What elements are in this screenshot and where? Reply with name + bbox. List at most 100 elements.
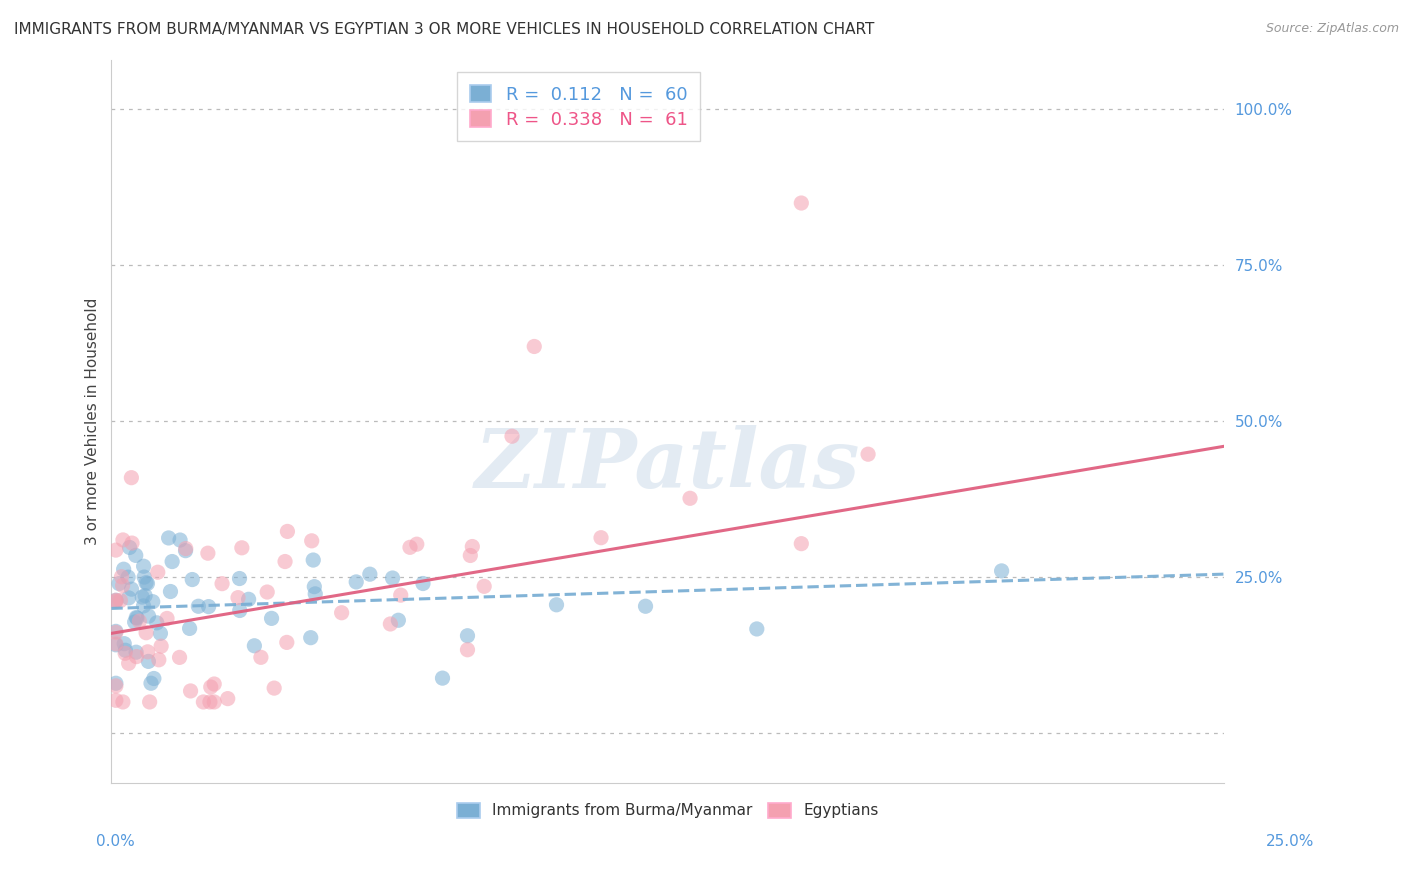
- Point: [118, 541, 141, 555]
- Point: [114, 643, 136, 657]
- Point: [301, 533, 323, 548]
- Point: [138, 695, 160, 709]
- Point: [180, 684, 202, 698]
- Text: IMMIGRANTS FROM BURMA/MYANMAR VS EGYPTIAN 3 OR MORE VEHICLES IN HOUSEHOLD CORREL: IMMIGRANTS FROM BURMA/MYANMAR VS EGYPTIA…: [14, 22, 875, 37]
- Point: [276, 635, 298, 649]
- Point: [174, 543, 197, 558]
- Point: [243, 639, 266, 653]
- Point: [226, 591, 249, 605]
- Point: [197, 546, 219, 560]
- Point: [217, 691, 239, 706]
- Point: [250, 650, 273, 665]
- Point: [134, 570, 156, 584]
- Point: [523, 339, 546, 353]
- Point: [745, 622, 768, 636]
- Point: [131, 590, 153, 604]
- Point: [456, 629, 478, 643]
- Point: [344, 574, 367, 589]
- Text: 25.0%: 25.0%: [1267, 834, 1315, 849]
- Point: [146, 566, 169, 580]
- Point: [304, 587, 326, 601]
- Point: [132, 559, 155, 574]
- Point: [150, 639, 173, 653]
- Point: [142, 595, 165, 609]
- Point: [193, 695, 215, 709]
- Point: [117, 570, 139, 584]
- Point: [104, 679, 127, 693]
- Point: [187, 599, 209, 614]
- Point: [111, 695, 134, 709]
- Point: [125, 549, 148, 563]
- Point: [120, 471, 142, 485]
- Point: [790, 196, 813, 211]
- Point: [128, 614, 150, 628]
- Point: [104, 624, 127, 639]
- Point: [304, 580, 326, 594]
- Point: [405, 537, 427, 551]
- Point: [156, 611, 179, 625]
- Point: [299, 631, 322, 645]
- Text: ZIPatlas: ZIPatlas: [475, 425, 860, 505]
- Point: [111, 578, 134, 592]
- Point: [124, 615, 146, 629]
- Point: [142, 672, 165, 686]
- Point: [181, 573, 204, 587]
- Point: [160, 555, 183, 569]
- Point: [136, 576, 159, 591]
- Point: [381, 571, 404, 585]
- Point: [359, 567, 381, 582]
- Point: [231, 541, 253, 555]
- Point: [132, 599, 155, 613]
- Point: [202, 677, 225, 691]
- Point: [330, 606, 353, 620]
- Point: [136, 645, 159, 659]
- Point: [104, 625, 127, 640]
- Point: [114, 646, 136, 660]
- Point: [179, 622, 201, 636]
- Point: [990, 564, 1012, 578]
- Point: [461, 540, 484, 554]
- Point: [228, 572, 250, 586]
- Point: [238, 592, 260, 607]
- Point: [104, 593, 127, 607]
- Point: [389, 588, 412, 602]
- Point: [121, 582, 143, 596]
- Point: [302, 553, 325, 567]
- Point: [118, 591, 141, 605]
- Point: [110, 593, 132, 607]
- Point: [125, 645, 148, 659]
- Point: [104, 593, 127, 607]
- Point: [121, 536, 143, 550]
- Point: [117, 657, 139, 671]
- Point: [169, 533, 191, 547]
- Point: [146, 615, 169, 630]
- Point: [125, 649, 148, 664]
- Point: [200, 680, 222, 694]
- Point: [108, 576, 131, 591]
- Point: [104, 676, 127, 690]
- Point: [211, 576, 233, 591]
- Point: [139, 676, 162, 690]
- Point: [159, 584, 181, 599]
- Point: [149, 626, 172, 640]
- Point: [202, 695, 225, 709]
- Point: [263, 681, 285, 695]
- Point: [456, 642, 478, 657]
- Point: [399, 541, 422, 555]
- Point: [111, 533, 134, 547]
- Point: [256, 585, 278, 599]
- Point: [501, 429, 523, 443]
- Point: [125, 611, 148, 625]
- Point: [634, 599, 657, 614]
- Point: [135, 575, 157, 590]
- Point: [104, 693, 127, 707]
- Point: [276, 524, 298, 539]
- Point: [229, 603, 252, 617]
- Point: [412, 576, 434, 591]
- Point: [112, 637, 135, 651]
- Point: [380, 617, 402, 632]
- Point: [460, 549, 482, 563]
- Point: [104, 637, 127, 651]
- Point: [790, 536, 813, 550]
- Point: [125, 610, 148, 624]
